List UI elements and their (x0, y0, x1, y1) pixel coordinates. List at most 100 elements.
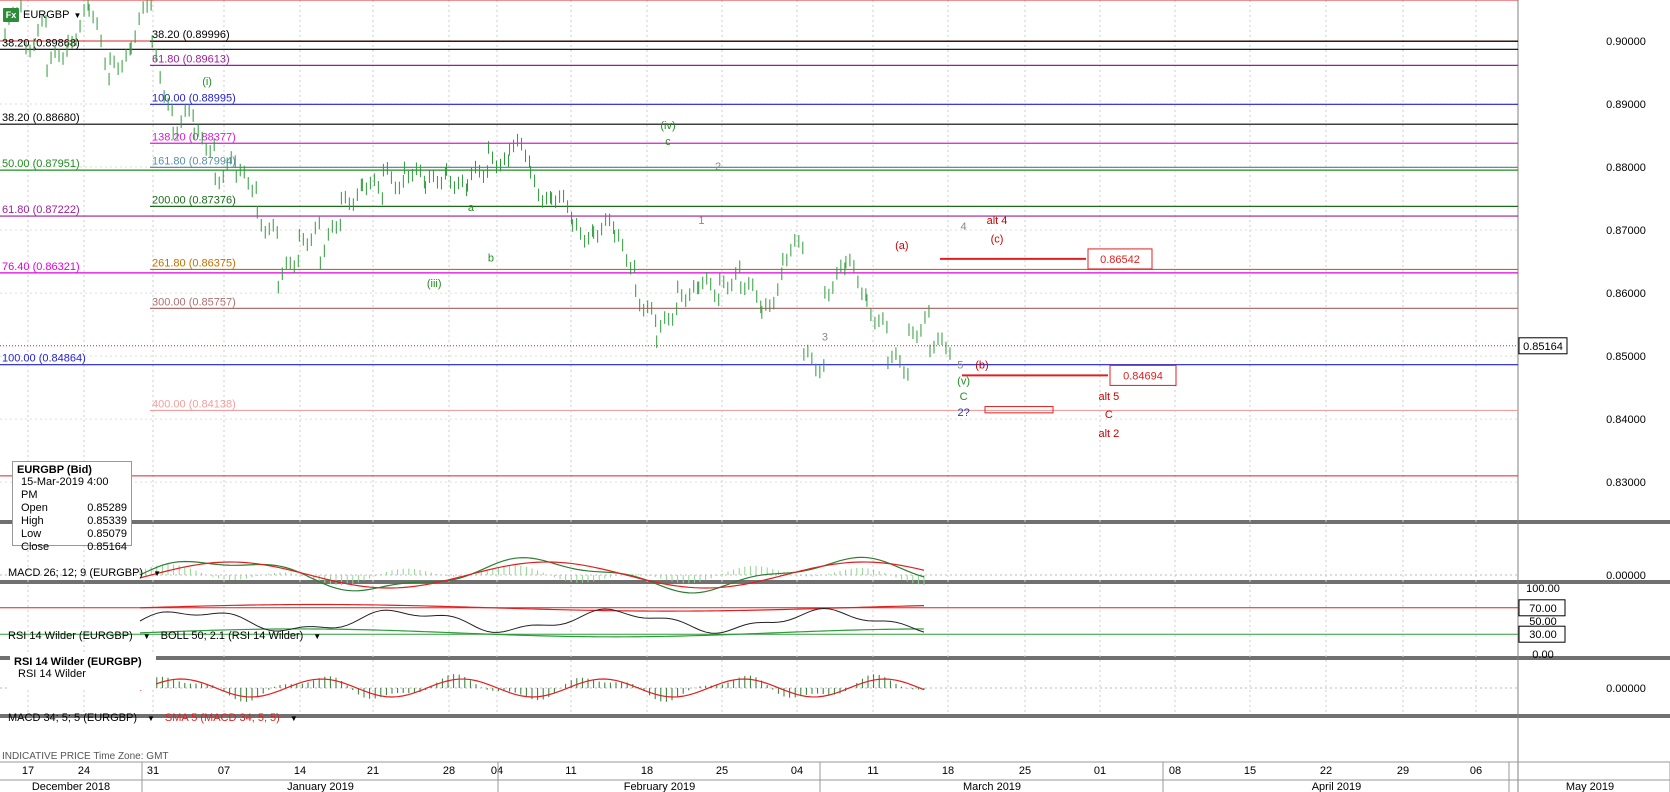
chevron-down-icon[interactable]: ▼ (142, 631, 151, 641)
symbol-label: EURGBP (23, 9, 70, 21)
price-tick-label: 0.84000 (1606, 414, 1646, 426)
ohlc-value: 0.85339 (87, 515, 127, 527)
ohlc-value: 0.85164 (87, 541, 127, 553)
x-tick-label: 04 (491, 765, 503, 777)
rsi-box-row: RSI 14 Wilder (18, 668, 86, 680)
high-price-box (1087, 248, 1153, 270)
rsi-axis-label: 50.00 (1529, 616, 1557, 628)
price-tick-label: 0.88000 (1606, 162, 1646, 174)
x-tick-label: 17 (22, 765, 34, 777)
wave-label: (b) (975, 360, 988, 372)
boll-lower-line (139, 628, 925, 638)
fx-icon: Fx (3, 8, 19, 22)
wave-label: (v) (957, 375, 970, 387)
fib-level-label: 61.80 (0.87222) (2, 204, 80, 216)
footer-note: INDICATIVE PRICE Time Zone: GMT (2, 751, 169, 762)
fib-level-label: 300.00 (0.85757) (152, 296, 236, 308)
macd2-indicator-label[interactable]: MACD 34; 5; 5 (EURGBP) (8, 712, 137, 724)
x-tick-label: 14 (294, 765, 306, 777)
target-zone (984, 406, 1054, 414)
boll-indicator-label[interactable]: BOLL 50; 2.1 (RSI 14 Wilder) (160, 630, 304, 642)
x-tick-label: 29 (1397, 765, 1409, 777)
macd2-axis-label: 0.00000 (1606, 683, 1646, 695)
rsi-axis-label: 100.00 (1526, 583, 1560, 595)
x-tick-label: 01 (1094, 765, 1106, 777)
month-label: April 2019 (1312, 781, 1362, 792)
low-price-box (1109, 364, 1177, 386)
fib-level-label: 38.20 (0.89868) (2, 37, 80, 49)
wave-label: 1 (698, 215, 704, 227)
month-label: January 2019 (287, 781, 354, 792)
chevron-down-icon[interactable]: ▼ (289, 713, 298, 723)
x-tick-label: 18 (942, 765, 954, 777)
wave-label: (c) (991, 234, 1004, 246)
price-tick-label: 0.83000 (1606, 477, 1646, 489)
panel-separator (0, 714, 1670, 718)
rsi-level-box (1518, 599, 1566, 617)
wave-label: 2? (957, 407, 969, 419)
price-tick-label: 0.85000 (1606, 351, 1646, 363)
rsi-level-box (1518, 625, 1566, 643)
rsi-box-title: RSI 14 Wilder (EURGBP) (14, 656, 142, 668)
x-tick-label: 11 (565, 765, 576, 777)
macd-indicator-label[interactable]: MACD 26; 12; 9 (EURGBP) (8, 567, 144, 579)
wave-label: 2 (715, 161, 721, 173)
ohlc-row-high: High 0.85339 (17, 515, 127, 528)
rsi-panel-label: RSI 14 Wilder (EURGBP) ▼ BOLL 50; 2.1 (R… (8, 630, 321, 642)
fib-level-label: 50.00 (0.87951) (2, 158, 80, 170)
symbol-selector[interactable]: Fx EURGBP ▼ (3, 8, 81, 22)
wave-label: alt 5 (1098, 391, 1119, 403)
fib-level-label: 38.20 (0.89996) (152, 29, 230, 41)
rsi-axis-label: 70.00 (1529, 603, 1557, 615)
wave-label: 5 (957, 360, 963, 372)
rsi-axis-label: 30.00 (1529, 629, 1557, 641)
wave-label: 3 (822, 331, 828, 343)
x-tick-label: 07 (218, 765, 230, 777)
chevron-down-icon[interactable]: ▼ (146, 713, 155, 723)
fib-level-label: 161.80 (0.87994) (152, 155, 236, 167)
fib-level-label: 100.00 (0.88995) (152, 92, 236, 104)
ohlc-info-box: EURGBP (Bid) 15-Mar-2019 4:00 PM Open 0.8… (12, 461, 132, 553)
x-tick-label: 18 (641, 765, 653, 777)
x-tick-label: 25 (716, 765, 728, 777)
panel-separator (0, 656, 1670, 660)
rsi-indicator-label[interactable]: RSI 14 Wilder (EURGBP) (8, 630, 133, 642)
x-tick-label: 21 (367, 765, 379, 777)
x-tick-label: 24 (78, 765, 90, 777)
high-price-label: 0.86542 (1100, 254, 1140, 266)
fib-level-label: 61.80 (0.89613) (152, 53, 230, 65)
chevron-down-icon[interactable]: ▼ (153, 568, 162, 578)
macd-axis-label: 0.00000 (1606, 570, 1646, 582)
sma-indicator-label[interactable]: SMA 5 (MACD 34; 5; 5) (164, 712, 280, 724)
fib-level-label: 100.00 (0.84864) (2, 353, 86, 365)
ohlc-row-low: Low 0.85079 (17, 528, 127, 541)
fib-level-label: 38.20 (0.88680) (2, 112, 80, 124)
x-tick-label: 11 (867, 765, 878, 777)
wave-label: (i) (202, 76, 212, 88)
low-price-label: 0.84694 (1123, 370, 1163, 382)
wave-label: (iii) (427, 278, 442, 290)
ohlc-key: Close (21, 541, 50, 553)
x-tick-label: 15 (1244, 765, 1256, 777)
price-tick-label: 0.87000 (1606, 225, 1646, 237)
rsi-axis-label: 0.00 (1532, 649, 1553, 661)
ohlc-value: 0.85079 (87, 528, 127, 540)
month-label: December 2018 (32, 781, 110, 792)
panel-separator (0, 520, 1670, 524)
ohlc-row-close: Close 0.85164 (17, 541, 127, 554)
macd2-panel-label: MACD 34; 5; 5 (EURGBP) ▼ SMA 5 (MACD 34;… (8, 712, 298, 724)
ohlc-title: EURGBP (Bid) (17, 464, 92, 476)
ohlc-key: High (21, 515, 44, 527)
macd-panel-label: MACD 26; 12; 9 (EURGBP) ▼ (8, 567, 161, 579)
x-tick-label: 04 (791, 765, 803, 777)
wave-label: a (468, 202, 475, 214)
ohlc-row-open: Open 0.85289 (17, 502, 127, 515)
x-tick-label: 22 (1320, 765, 1332, 777)
month-label: May 2019 (1566, 781, 1614, 792)
wave-label: b (488, 253, 494, 265)
chevron-down-icon[interactable]: ▼ (313, 631, 322, 641)
ohlc-value: 0.85289 (87, 502, 127, 514)
price-tick-label: 0.90000 (1606, 36, 1646, 48)
